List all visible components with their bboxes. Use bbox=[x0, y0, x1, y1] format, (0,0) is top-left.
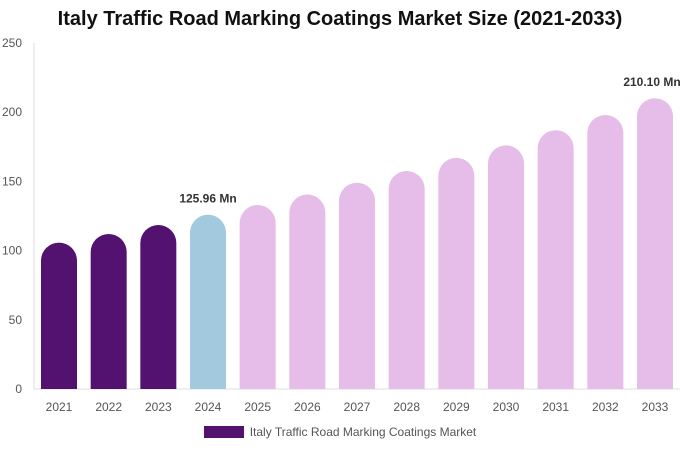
data-label-2024: 125.96 Mn bbox=[179, 192, 236, 206]
x-tick-label: 2029 bbox=[443, 400, 470, 414]
x-tick-label: 2033 bbox=[642, 400, 669, 414]
bar-2031 bbox=[537, 130, 574, 389]
bar-2026 bbox=[289, 194, 326, 389]
x-tick-label: 2030 bbox=[493, 400, 520, 414]
bar-2030 bbox=[488, 145, 524, 389]
bar-2033 bbox=[637, 98, 673, 389]
bar-2024 bbox=[190, 214, 226, 389]
bar-2023 bbox=[140, 224, 177, 389]
x-tick-label: 2024 bbox=[195, 400, 222, 414]
y-tick-label: 50 bbox=[9, 313, 23, 327]
y-tick-label: 200 bbox=[2, 105, 22, 119]
bar-2032 bbox=[587, 114, 624, 389]
bar-2025 bbox=[239, 204, 276, 389]
x-tick-label: 2025 bbox=[244, 400, 271, 414]
x-tick-label: 2032 bbox=[592, 400, 619, 414]
bar-2022 bbox=[90, 233, 127, 389]
bar-2027 bbox=[339, 182, 375, 389]
y-tick-label: 150 bbox=[2, 174, 22, 188]
legend-label: Italy Traffic Road Marking Coatings Mark… bbox=[249, 425, 477, 439]
bar-2028 bbox=[388, 171, 425, 389]
data-label-2033: 210.10 Mn bbox=[623, 75, 680, 89]
y-tick-label: 100 bbox=[2, 244, 22, 258]
x-tick-label: 2021 bbox=[46, 400, 73, 414]
x-tick-label: 2023 bbox=[145, 400, 172, 414]
legend: Italy Traffic Road Marking Coatings Mark… bbox=[0, 425, 680, 439]
y-tick-label: 0 bbox=[15, 382, 22, 396]
x-tick-label: 2028 bbox=[393, 400, 420, 414]
bar-2029 bbox=[438, 157, 475, 389]
x-tick-label: 2031 bbox=[542, 400, 569, 414]
x-tick-label: 2027 bbox=[344, 400, 371, 414]
chart-title: Italy Traffic Road Marking Coatings Mark… bbox=[57, 8, 623, 30]
x-tick-label: 2022 bbox=[95, 400, 122, 414]
legend-swatch bbox=[203, 426, 244, 438]
x-tick-label: 2026 bbox=[294, 400, 321, 414]
y-tick-label: 250 bbox=[2, 36, 22, 50]
bar-2021 bbox=[41, 242, 77, 389]
